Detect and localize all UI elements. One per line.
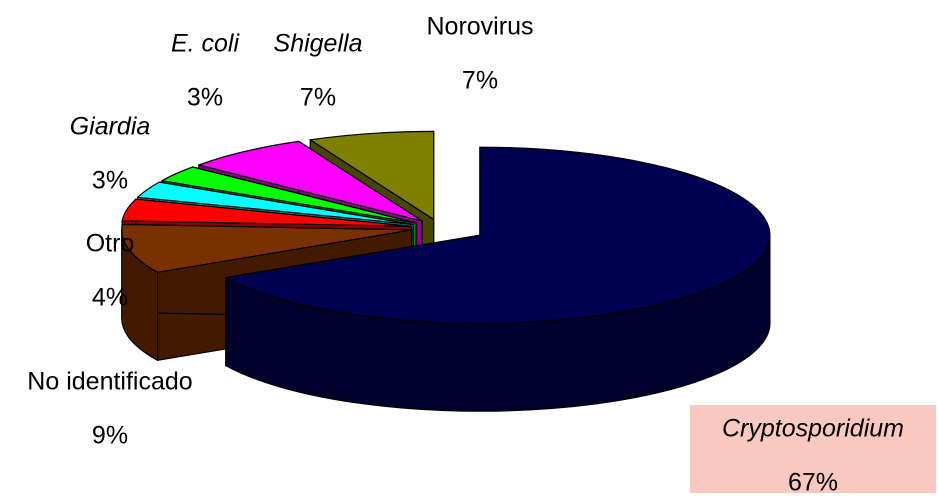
slice-label: Cryptosporidium xyxy=(722,415,904,443)
value-label: 9% xyxy=(92,422,128,450)
slice-label: Norovirus xyxy=(427,13,534,41)
slice xyxy=(225,146,771,324)
slice-label: E. coli xyxy=(171,30,241,58)
labels: Cryptosporidium 67% No identificado 9% Otro 4… xyxy=(27,13,936,496)
slice-label: No identificado xyxy=(27,368,192,396)
pie xyxy=(121,130,771,412)
slice xyxy=(121,223,413,273)
value-label: 3% xyxy=(187,84,223,112)
value-label: 7% xyxy=(300,84,336,112)
slice xyxy=(121,198,413,227)
slice-label: Giardia xyxy=(70,113,151,141)
slice xyxy=(137,181,414,226)
slice-label: Shigella xyxy=(274,30,363,58)
value-label: 3% xyxy=(92,167,128,195)
slice xyxy=(161,166,417,224)
value-label: 7% xyxy=(462,67,498,95)
label-box xyxy=(690,405,936,493)
value-label: 4% xyxy=(92,284,128,312)
slice-label: Otro xyxy=(86,230,135,258)
slice xyxy=(309,130,435,221)
value-label: 67% xyxy=(788,469,838,496)
slice xyxy=(198,140,423,222)
